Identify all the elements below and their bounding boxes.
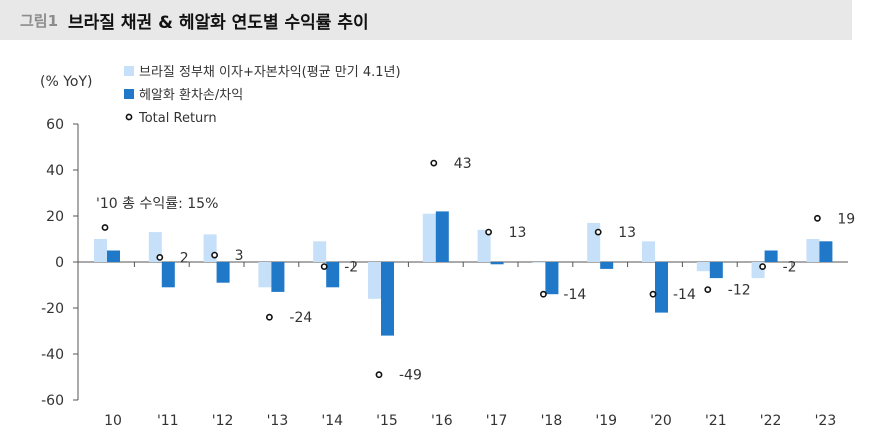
fx-bar: [326, 262, 340, 288]
y-tick-label: 0: [55, 255, 64, 271]
fx-bar: [161, 262, 175, 288]
total-return-point: [540, 290, 547, 298]
total-return-point: [265, 313, 273, 321]
bond-bar: [806, 239, 820, 262]
y-axis-label: (% YoY): [40, 74, 93, 90]
bond-bar: [477, 229, 491, 262]
total-return-label: -2: [783, 260, 797, 276]
total-return-label: 43: [454, 156, 472, 172]
total-return-point: [430, 159, 438, 167]
y-tick-label: -40: [41, 347, 64, 363]
fx-bar: [435, 211, 449, 262]
legend-entry: 헤알화 환차손/차익: [139, 88, 243, 103]
x-tick-label: '14: [321, 413, 343, 429]
fx-bar: [107, 250, 120, 262]
total-return-point: [156, 253, 164, 261]
total-return-label: -24: [289, 310, 312, 326]
total-return-label: 13: [509, 225, 527, 241]
bond-bar: [368, 262, 381, 299]
y-tick-label: 20: [46, 209, 64, 225]
x-tick-label: '15: [376, 413, 398, 429]
bond-bar: [94, 239, 107, 262]
total-return-label: 2: [180, 250, 189, 266]
legend-swatch: [124, 89, 134, 99]
x-tick-label: 10: [104, 413, 122, 429]
fx-bar: [819, 241, 833, 262]
total-return-point: [485, 228, 492, 236]
fx-bar: [655, 262, 668, 313]
fx-bar: [490, 262, 504, 265]
bars: [94, 211, 833, 336]
x-tick-label: '16: [431, 413, 453, 429]
x-tick-label: '11: [157, 413, 179, 429]
total-return-point: [649, 290, 657, 298]
total-return-point: [211, 251, 218, 259]
bond-bar: [258, 262, 272, 288]
legend-entry: Total Return: [138, 111, 217, 126]
x-tick-label: '12: [212, 413, 234, 429]
bond-bar: [696, 262, 710, 272]
y-tick-label: 40: [46, 163, 64, 179]
bond-bar: [422, 213, 436, 262]
total-return-point: [704, 286, 712, 293]
legend: 브라질 정부채 이자+자본차익(평균 만기 4.1년) 헤알화 환차손/차익 Tot…: [124, 65, 401, 126]
total-return-label: -2: [344, 260, 358, 276]
y-tick-label: -20: [41, 301, 64, 317]
x-tick-label: '18: [541, 413, 563, 429]
axes: 60 40 20 0 -20 -40 -60 10 '11 '12 '13 '14 '15 '16 '17 '…: [41, 117, 848, 429]
total-return-point: [814, 214, 821, 222]
annotation-2010-total: '10 총 수익률: 15%: [96, 196, 218, 212]
total-return-label: 3: [235, 248, 244, 264]
total-return-points: [101, 159, 821, 379]
total-return-label: 19: [837, 211, 855, 227]
total-return-label: -14: [673, 287, 696, 303]
data-labels: 2 3 -24 -2 -49 43 13 -14 13 -14 -12 -2 19: [180, 156, 855, 384]
legend-marker: [125, 113, 133, 121]
fx-bar: [600, 262, 614, 269]
legend-swatch: [124, 66, 134, 76]
fx-bar: [216, 262, 230, 283]
fx-bar: [709, 262, 723, 279]
total-return-point: [320, 263, 328, 270]
total-return-label: -12: [728, 283, 751, 299]
bond-bar: [642, 241, 655, 262]
total-return-point: [375, 371, 383, 379]
title-bar: 그림1 브라질 채권 & 헤알화 연도별 수익률 추이: [0, 0, 852, 40]
x-tick-label: '20: [650, 413, 672, 429]
y-tick-label: 60: [46, 117, 64, 133]
fx-bar: [764, 250, 778, 262]
total-return-point: [759, 263, 766, 270]
total-return-label: -14: [563, 287, 586, 303]
x-tick-label: '17: [486, 413, 508, 429]
x-tick-label: '23: [815, 413, 837, 429]
x-tick-label: '13: [267, 413, 289, 429]
total-return-point: [101, 224, 109, 231]
total-return-point: [594, 228, 602, 236]
fx-bar: [381, 262, 394, 336]
total-return-label: -49: [399, 368, 422, 384]
total-return-label: 13: [618, 225, 636, 241]
x-tick-label: '22: [760, 413, 782, 429]
fx-bar: [271, 262, 285, 292]
bond-bar: [313, 241, 327, 262]
x-tick-label: '21: [705, 413, 727, 429]
x-tick-label: '19: [595, 413, 617, 429]
bond-bar: [532, 262, 546, 263]
figure-label: 그림1: [20, 11, 59, 30]
legend-entry: 브라질 정부채 이자+자본차익(평균 만기 4.1년): [139, 65, 401, 80]
fx-bar: [545, 262, 559, 295]
y-tick-label: -60: [41, 393, 64, 409]
chart-title: 브라질 채권 & 헤알화 연도별 수익률 추이: [68, 12, 369, 33]
